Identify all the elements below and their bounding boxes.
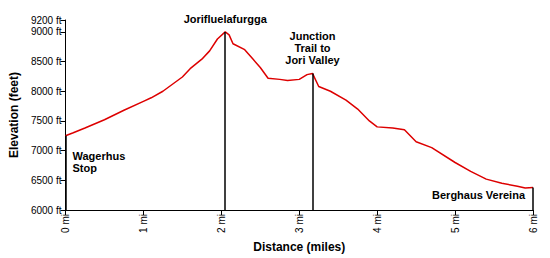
- svg-text:3 mi: 3 mi: [294, 214, 305, 233]
- svg-text:Wagerhus: Wagerhus: [72, 150, 125, 162]
- svg-text:9000 ft: 9000 ft: [31, 26, 62, 37]
- svg-text:1 mi: 1 mi: [138, 214, 149, 233]
- svg-text:Elevation (feet): Elevation (feet): [7, 72, 21, 158]
- svg-text:Jori Valley: Jori Valley: [285, 54, 340, 66]
- svg-text:Berghaus Vereina: Berghaus Vereina: [432, 189, 526, 201]
- svg-text:4 mi: 4 mi: [372, 214, 383, 233]
- svg-text:6 mi: 6 mi: [528, 214, 539, 233]
- svg-text:7500 ft: 7500 ft: [31, 115, 62, 126]
- svg-text:8000 ft: 8000 ft: [31, 86, 62, 97]
- svg-text:Jorifluelafurgga: Jorifluelafurgga: [184, 13, 268, 25]
- svg-text:Stop: Stop: [72, 162, 97, 174]
- svg-text:Trail to: Trail to: [294, 42, 330, 54]
- svg-text:0 mi: 0 mi: [60, 214, 71, 233]
- svg-text:2 mi: 2 mi: [216, 214, 227, 233]
- svg-text:6500 ft: 6500 ft: [31, 175, 62, 186]
- svg-text:5 mi: 5 mi: [450, 214, 461, 233]
- svg-text:9200 ft: 9200 ft: [31, 15, 62, 26]
- svg-text:6000 ft: 6000 ft: [31, 205, 62, 216]
- svg-text:7000 ft: 7000 ft: [31, 145, 62, 156]
- svg-text:Junction: Junction: [290, 30, 336, 42]
- svg-text:8500 ft: 8500 ft: [31, 56, 62, 67]
- svg-text:Distance (miles): Distance (miles): [253, 240, 345, 254]
